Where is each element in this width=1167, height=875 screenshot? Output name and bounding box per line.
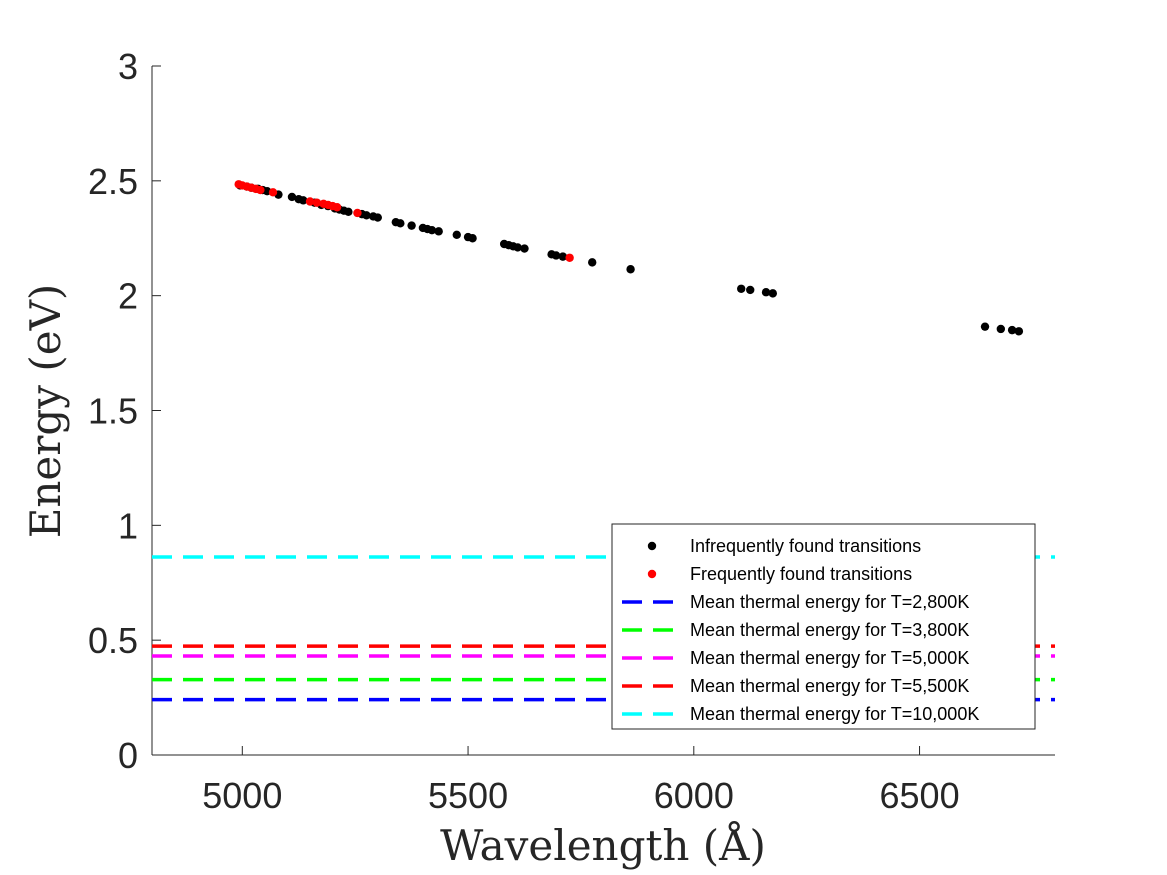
x-tick-label: 5000 (202, 775, 282, 816)
legend: Infrequently found transitions Frequently… (611, 523, 1036, 730)
infrequent-transition-point (299, 196, 308, 205)
legend-label: Mean thermal energy for T=10,000K (690, 704, 979, 724)
infrequent-transition-point (434, 227, 443, 236)
infrequent-transition-point (452, 230, 461, 240)
scatter-points (234, 180, 1024, 336)
legend-label: Mean thermal energy for T=5,500K (690, 676, 969, 696)
frequent-transition-point (305, 197, 315, 206)
y-tick-label: 3 (118, 46, 138, 87)
infrequent-transition-point (996, 324, 1006, 334)
infrequent-transition-point (768, 289, 778, 298)
frequent-transition-point (312, 198, 321, 207)
x-axis-label: Wavelength (Å) (440, 820, 766, 870)
legend-label: Mean thermal energy for T=5,000K (690, 648, 969, 668)
frequent-transition-point (256, 185, 265, 195)
y-tick-label: 0 (118, 735, 138, 776)
infrequent-transition-point (396, 219, 405, 228)
y-tick-label: 0.5 (88, 620, 138, 661)
frequent-transition-point (268, 188, 278, 197)
frequent-transition-point (332, 203, 342, 212)
legend-box (611, 523, 1036, 730)
infrequent-transition-point (468, 234, 477, 243)
infrequent-transition-point (761, 288, 771, 297)
infrequent-transition-point (1014, 327, 1024, 336)
infrequent-transition-point (362, 211, 371, 220)
legend-label: Mean thermal energy for T=2,800K (690, 592, 969, 612)
legend-label: Frequently found transitions (690, 564, 912, 584)
infrequent-transition-point (588, 258, 597, 267)
x-tick-label: 6500 (880, 775, 960, 816)
y-axis-label: Energy (eV) (21, 284, 70, 539)
infrequent-transition-point (287, 192, 297, 202)
y-tick-label: 2.5 (88, 161, 138, 202)
axis-ticks: 5000 5500 6000 6500 0 0.5 1 1.5 2 2.5 3 (88, 46, 960, 816)
frequent-transition-point (565, 253, 574, 262)
infrequent-transition-point (407, 221, 416, 230)
x-tick-label: 6000 (654, 775, 734, 816)
legend-label: Mean thermal energy for T=3,800K (690, 620, 969, 640)
legend-label: Infrequently found transitions (690, 536, 921, 556)
x-tick-label: 5500 (428, 775, 508, 816)
infrequent-transition-point (626, 265, 635, 274)
y-tick-label: 2 (118, 276, 138, 317)
y-tick-label: 1.5 (88, 391, 138, 432)
infrequent-transition-point (746, 285, 755, 295)
infrequent-transition-point (513, 243, 522, 252)
infrequent-transition-point (1007, 325, 1017, 335)
infrequent-transition-point (551, 251, 561, 260)
infrequent-transition-point (980, 322, 990, 331)
infrequent-transition-point (344, 207, 353, 217)
infrequent-transition-point (737, 284, 746, 293)
infrequent-transition-point (373, 213, 382, 222)
infrequent-transition-point (558, 252, 568, 261)
y-tick-label: 1 (118, 505, 138, 546)
infrequent-transition-point (520, 244, 529, 253)
legend-marker (647, 569, 657, 579)
legend-marker (647, 541, 657, 551)
frequent-transition-point (353, 208, 362, 218)
infrequent-transition-point (427, 226, 437, 235)
